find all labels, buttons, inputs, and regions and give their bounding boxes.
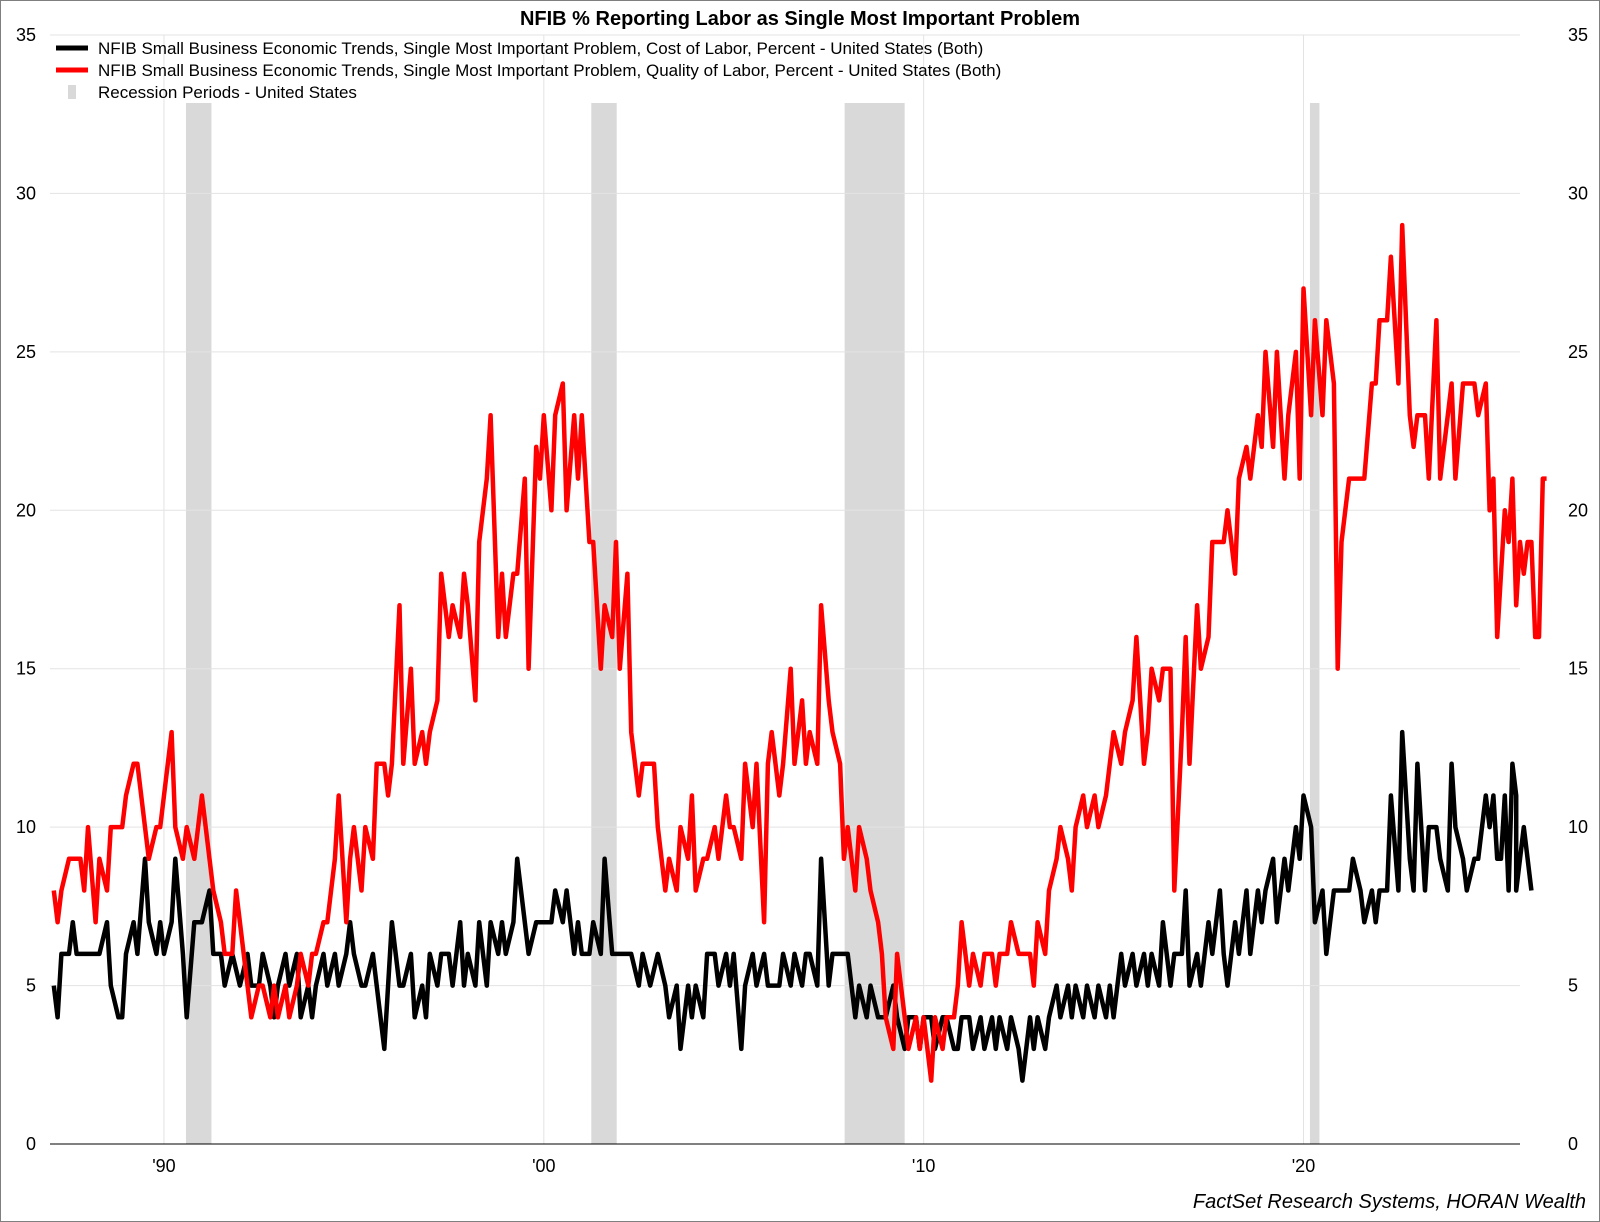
y-tick-left-4: 20 [16, 500, 36, 520]
y-tick-right-7: 35 [1568, 25, 1588, 45]
x-tick-3: '20 [1292, 1156, 1315, 1176]
legend: NFIB Small Business Economic Trends, Sin… [56, 39, 1001, 102]
x-tick-0: '90 [152, 1156, 175, 1176]
y-tick-left-3: 15 [16, 659, 36, 679]
y-axis-ticks: 0 0 5 5 10 10 15 15 20 20 25 25 30 30 35 35 [16, 25, 1588, 1154]
x-tick-2: '10 [912, 1156, 935, 1176]
y-tick-right-4: 20 [1568, 500, 1588, 520]
y-tick-left-0: 0 [26, 1134, 36, 1154]
y-tick-right-2: 10 [1568, 817, 1588, 837]
legend-swatch-3 [68, 85, 76, 99]
series-line-2 [51, 222, 1547, 1083]
chart-title: NFIB % Reporting Labor as Single Most Im… [519, 8, 1081, 30]
x-tick-1: '00 [532, 1156, 555, 1176]
y-tick-left-5: 25 [16, 342, 36, 362]
y-tick-right-0: 0 [1568, 1134, 1578, 1154]
grid-lines [50, 34, 1520, 1144]
y-tick-right-1: 5 [1568, 976, 1578, 996]
y-tick-left-1: 5 [26, 976, 36, 996]
series-lines [51, 222, 1547, 1083]
y-tick-right-5: 25 [1568, 342, 1588, 362]
recession-band-4 [1309, 103, 1320, 1144]
y-tick-right-3: 15 [1568, 659, 1588, 679]
y-tick-left-6: 30 [16, 183, 36, 203]
y-tick-left-7: 35 [16, 25, 36, 45]
recession-bands [185, 103, 1320, 1144]
y-tick-right-6: 30 [1568, 183, 1588, 203]
x-axis-ticks: '90 '00 '10 '20 [152, 1156, 1315, 1176]
y-tick-left-2: 10 [16, 817, 36, 837]
legend-label-1: NFIB Small Business Economic Trends, Sin… [98, 39, 983, 58]
source-note: FactSet Research Systems, HORAN Wealth [1192, 1191, 1586, 1213]
legend-label-3: Recession Periods - United States [98, 83, 357, 102]
series-line-1 [51, 729, 1534, 1083]
legend-label-2: NFIB Small Business Economic Trends, Sin… [98, 61, 1001, 80]
